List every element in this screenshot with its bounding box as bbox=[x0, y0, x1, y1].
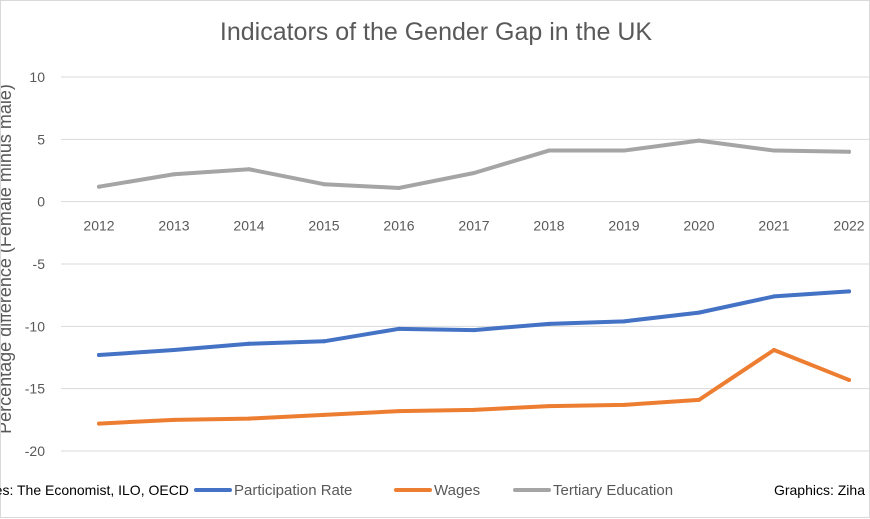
y-tick-label: -5 bbox=[33, 256, 46, 272]
data-point bbox=[847, 289, 851, 294]
data-point bbox=[472, 407, 476, 412]
series-line-tertiary-education bbox=[97, 138, 851, 190]
y-axis-label: Percentage difference (Female minus male… bbox=[1, 84, 15, 434]
data-point bbox=[772, 348, 776, 353]
x-tick-label: 2022 bbox=[833, 218, 864, 234]
data-point bbox=[322, 182, 326, 187]
y-tick-label: 0 bbox=[37, 194, 45, 210]
x-tick-label: 2016 bbox=[383, 218, 414, 234]
data-point bbox=[772, 148, 776, 153]
data-point bbox=[97, 421, 101, 426]
data-point bbox=[247, 167, 251, 172]
graphics-credit: Graphics: Ziha bbox=[773, 482, 865, 498]
x-tick-label: 2018 bbox=[533, 218, 564, 234]
data-point bbox=[547, 148, 551, 153]
y-tick-label: 5 bbox=[37, 131, 45, 147]
series-line-participation-rate bbox=[97, 289, 851, 358]
data-point bbox=[472, 328, 476, 333]
data-point bbox=[172, 172, 176, 177]
y-tick-label: 10 bbox=[29, 69, 45, 85]
data-point bbox=[322, 339, 326, 344]
data-point bbox=[172, 417, 176, 422]
data-point bbox=[97, 353, 101, 358]
x-tick-label: 2013 bbox=[158, 218, 189, 234]
data-point bbox=[772, 294, 776, 299]
y-tick-label: -15 bbox=[25, 381, 45, 397]
data-point bbox=[172, 348, 176, 353]
data-point bbox=[472, 170, 476, 175]
x-tick-label: 2014 bbox=[233, 218, 264, 234]
data-point bbox=[397, 326, 401, 331]
x-tick-label: 2019 bbox=[608, 218, 639, 234]
y-tick-label: -10 bbox=[25, 318, 45, 334]
data-point bbox=[847, 377, 851, 382]
data-point bbox=[97, 184, 101, 189]
x-tick-label: 2015 bbox=[308, 218, 339, 234]
chart-title: Indicators of the Gender Gap in the UK bbox=[219, 18, 653, 46]
sources-text: rces: The Economist, ILO, OECD bbox=[0, 482, 189, 498]
data-point bbox=[622, 148, 626, 153]
x-tick-label: 2012 bbox=[83, 218, 114, 234]
y-tick-label: -20 bbox=[25, 443, 45, 459]
series-line-wages bbox=[97, 348, 851, 426]
data-point bbox=[547, 404, 551, 409]
data-point bbox=[622, 319, 626, 324]
legend-label: Tertiary Education bbox=[553, 482, 673, 499]
data-point bbox=[397, 409, 401, 414]
data-point bbox=[397, 185, 401, 190]
x-tick-label: 2021 bbox=[758, 218, 789, 234]
x-tick-label: 2020 bbox=[683, 218, 714, 234]
x-tick-label: 2017 bbox=[458, 218, 489, 234]
data-point bbox=[247, 416, 251, 421]
data-point bbox=[247, 341, 251, 346]
data-point bbox=[547, 321, 551, 326]
legend-label: Wages bbox=[434, 482, 480, 499]
data-point bbox=[322, 412, 326, 417]
data-point bbox=[697, 310, 701, 315]
data-point bbox=[697, 397, 701, 402]
data-point bbox=[697, 138, 701, 143]
data-point bbox=[622, 402, 626, 407]
data-point bbox=[847, 149, 851, 154]
legend-label: Participation Rate bbox=[234, 482, 352, 499]
